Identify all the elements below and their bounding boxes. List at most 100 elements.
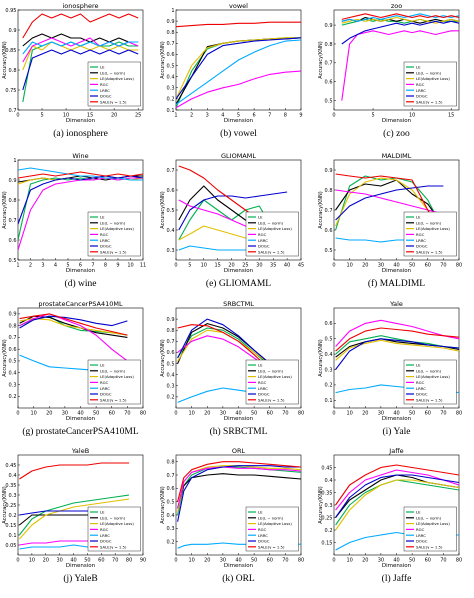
- x-axis-label: Dimension: [224, 118, 254, 124]
- x-tick-label: 50: [409, 263, 415, 269]
- y-tick-label: 0.8: [9, 323, 17, 329]
- panel-caption: (a) ionosphere: [53, 128, 108, 139]
- chart-title: zoo: [391, 2, 402, 10]
- x-tick-label: 0: [332, 113, 335, 119]
- y-tick-label: 0.7: [9, 218, 17, 224]
- legend-label: RGC: [258, 380, 267, 385]
- y-tick-label: 0.7: [325, 208, 333, 214]
- panel-caption: (i) Yale: [383, 426, 411, 437]
- series-group: [177, 461, 301, 549]
- x-tick-label: 70: [282, 558, 288, 564]
- y-tick-label: 0.4: [325, 352, 333, 358]
- x-tick-label: 70: [440, 263, 446, 269]
- series-line-sale-1-5-: [18, 171, 143, 179]
- legend-label: LE: [100, 510, 105, 515]
- x-tick-label: 20: [228, 263, 234, 269]
- panel-f: MALDIML 0 10 20 30 40 50 60 70 80 0.5 0.6 0.7 0.8 0.9 D…: [318, 152, 462, 289]
- series-line-le-l-norm-: [177, 473, 301, 509]
- x-tick-label: 80: [298, 558, 304, 564]
- series-line-sale-1-5-: [335, 464, 459, 506]
- series-line-sale-1-5-: [19, 313, 128, 336]
- y-tick-label: 0.1: [9, 533, 17, 539]
- x-tick-label: 4: [54, 263, 57, 269]
- y-tick-label: 0.3: [9, 382, 17, 388]
- legend-label: SALE(γ = 1.5): [100, 544, 127, 549]
- legend-label: LRRC: [416, 533, 426, 538]
- legend-label: LE(Adaptive Loss): [258, 226, 292, 231]
- y-tick-label: 0.4: [167, 228, 175, 234]
- series-group: [341, 13, 459, 101]
- y-axis-label: Accuracy(KNN): [160, 191, 166, 229]
- x-tick-label: 20: [362, 558, 368, 564]
- x-tick-label: 20: [43, 558, 49, 564]
- series-line-le-adaptive-loss-: [176, 37, 301, 100]
- y-axis-label: Accuracy(KNN): [160, 41, 166, 79]
- y-tick-label: 0.9: [167, 317, 175, 323]
- legend-label: RGC: [258, 232, 267, 237]
- legend-label: LRRC: [416, 238, 426, 243]
- y-axis-label: Accuracy(KNN): [318, 339, 324, 377]
- x-tick-label: 2: [29, 263, 32, 269]
- y-tick-label: 0.6: [167, 350, 175, 356]
- legend-label: LE: [258, 215, 263, 220]
- legend-label: LE(Adaptive Loss): [258, 521, 292, 526]
- y-tick-label: 0.45: [321, 465, 332, 471]
- panel-caption: (f) MALDIML: [368, 278, 425, 289]
- y-tick-label: 0.6: [167, 52, 175, 58]
- series-line-dogc: [18, 175, 143, 225]
- x-tick-label: 20: [204, 558, 210, 564]
- x-tick-label: 5: [188, 263, 191, 269]
- series-group: [22, 13, 139, 103]
- legend-label: LE(L − norm): [416, 70, 442, 75]
- y-tick-label: 0.8: [167, 328, 175, 334]
- y-tick-label: 0.7: [167, 473, 175, 479]
- panel-caption: (h) SRBCTML: [210, 426, 268, 437]
- x-tick-label: 30: [220, 558, 226, 564]
- legend-label: RGC: [416, 82, 425, 87]
- x-tick-label: 60: [98, 558, 104, 564]
- legend-label: SALE(γ = 1.5): [258, 544, 285, 549]
- x-tick-label: 50: [84, 558, 90, 564]
- x-tick-label: 20: [111, 113, 117, 119]
- y-tick-label: 0.8: [325, 42, 333, 48]
- y-tick-label: 0.3: [167, 384, 175, 390]
- x-tick-label: 40: [235, 411, 241, 417]
- y-tick-label: 0.2: [167, 97, 175, 103]
- y-tick-label: 0.4: [9, 371, 17, 377]
- x-tick-label: 50: [251, 558, 257, 564]
- y-axis-label: Accuracy(KNN): [2, 41, 8, 79]
- panel-h: SRBCTML 0 10 20 30 40 50 60 70 80 0.2 0.3 0.4 0.5 0.6 0…: [160, 300, 304, 437]
- legend-label: SALE(γ = 1.5): [416, 249, 443, 254]
- legend-label: RGC: [100, 232, 109, 237]
- x-tick-label: 0: [16, 558, 19, 564]
- legend-label: LRRC: [416, 386, 426, 391]
- y-axis-label: Accuracy(KNN): [318, 41, 324, 79]
- legend-label: LE(Adaptive Loss): [416, 76, 450, 81]
- series-line-dogc: [341, 20, 459, 45]
- x-tick-label: 0: [16, 411, 19, 417]
- legend-label: LE(L − norm): [416, 515, 442, 520]
- x-tick-label: 30: [62, 411, 68, 417]
- legend-label: SALE(γ = 1.5): [416, 397, 443, 402]
- y-axis-label: Accuracy(KNN): [160, 339, 166, 377]
- series-group: [176, 21, 301, 109]
- y-tick-label: 0.5: [167, 63, 175, 69]
- x-tick-label: 40: [235, 558, 241, 564]
- panel-l: Jaffe 0 10 20 30 40 50 60 70 80 0.15 0.2 0.25 0.3 0.35…: [318, 447, 462, 584]
- x-axis-label: Dimension: [66, 268, 96, 274]
- y-axis-label: Accuracy(KNN): [160, 486, 166, 524]
- y-tick-label: 0.5: [9, 258, 17, 264]
- chart-title: Wine: [72, 152, 88, 160]
- x-tick-label: 50: [409, 558, 415, 564]
- series-line-dogc: [176, 37, 301, 100]
- x-tick-label: 30: [378, 411, 384, 417]
- x-tick-label: 70: [112, 558, 118, 564]
- x-tick-label: 70: [440, 411, 446, 417]
- legend-label: LE(L − norm): [100, 515, 126, 520]
- x-tick-label: 10: [29, 558, 35, 564]
- series-line-le: [18, 494, 130, 536]
- y-tick-label: 0.9: [9, 312, 17, 318]
